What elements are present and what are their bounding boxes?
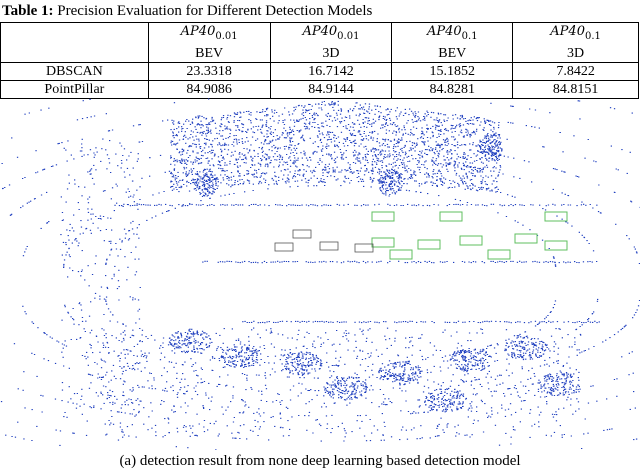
value-cell: 84.9086: [147, 79, 271, 99]
pred-box: [354, 243, 374, 253]
header-row: AP400.01 BEV AP400.01 3D AP400.1 BEV AP400.1 3D: [0, 22, 639, 63]
gt-box: [439, 211, 463, 222]
header-cell: AP400.01 3D: [269, 22, 393, 63]
value-cell: 84.8281: [391, 79, 514, 99]
metric-subscript: 0.01: [215, 30, 238, 42]
figure-caption: (a) detection result from none deep lear…: [119, 453, 521, 469]
value-cell: 23.3318: [147, 61, 271, 81]
header-cell: AP400.01 BEV: [147, 22, 271, 63]
metric: AP40: [550, 24, 585, 39]
table-caption: Table 1: Precision Evaluation for Differ…: [2, 3, 372, 20]
gt-box: [544, 240, 568, 251]
point-cloud-image: [0, 98, 640, 450]
results-table: AP400.01 BEV AP400.01 3D AP400.1 BEV AP400.1 3D…: [0, 22, 639, 99]
view: 3D: [567, 45, 585, 61]
metric-subscript: 0.1: [461, 30, 478, 42]
metric-subscript: 0.1: [584, 30, 601, 42]
gt-box: [544, 211, 568, 222]
value-cell: 16.7142: [269, 61, 393, 81]
table-title: Precision Evaluation for Different Detec…: [57, 3, 373, 19]
pred-box: [319, 241, 339, 251]
gt-box: [487, 249, 511, 260]
gt-box: [417, 239, 441, 250]
gt-box: [371, 237, 395, 248]
metric: AP40: [302, 24, 338, 39]
metric-subscript: 0.01: [337, 30, 360, 42]
pred-box: [292, 229, 312, 239]
view: BEV: [438, 45, 467, 61]
pred-box: [274, 242, 294, 252]
value-cell: 84.8151: [512, 79, 639, 99]
view: BEV: [195, 45, 224, 61]
value-cell: 84.9144: [269, 79, 393, 99]
metric: AP40: [426, 24, 462, 39]
gt-box: [514, 233, 538, 244]
model-cell: PointPillar: [0, 79, 149, 99]
point-cloud: [0, 98, 640, 450]
value-cell: 7.8422: [512, 61, 639, 81]
corner-cell: [0, 22, 149, 63]
metric: AP40: [180, 24, 216, 39]
table-row: PointPillar 84.9086 84.9144 84.8281 84.8151: [0, 79, 639, 99]
table-row: DBSCAN 23.3318 16.7142 15.1852 7.8422: [0, 61, 639, 81]
table-label: Table 1:: [2, 3, 54, 19]
gt-box: [459, 235, 483, 246]
view: 3D: [322, 45, 340, 61]
model-cell: DBSCAN: [0, 61, 149, 81]
header-cell: AP400.1 BEV: [391, 22, 514, 63]
gt-box: [389, 249, 413, 260]
gt-box: [371, 211, 395, 222]
table-body: DBSCAN 23.3318 16.7142 15.1852 7.8422 PointPi…: [0, 61, 639, 99]
header-cell: AP400.1 3D: [512, 22, 639, 63]
value-cell: 15.1852: [391, 61, 514, 81]
